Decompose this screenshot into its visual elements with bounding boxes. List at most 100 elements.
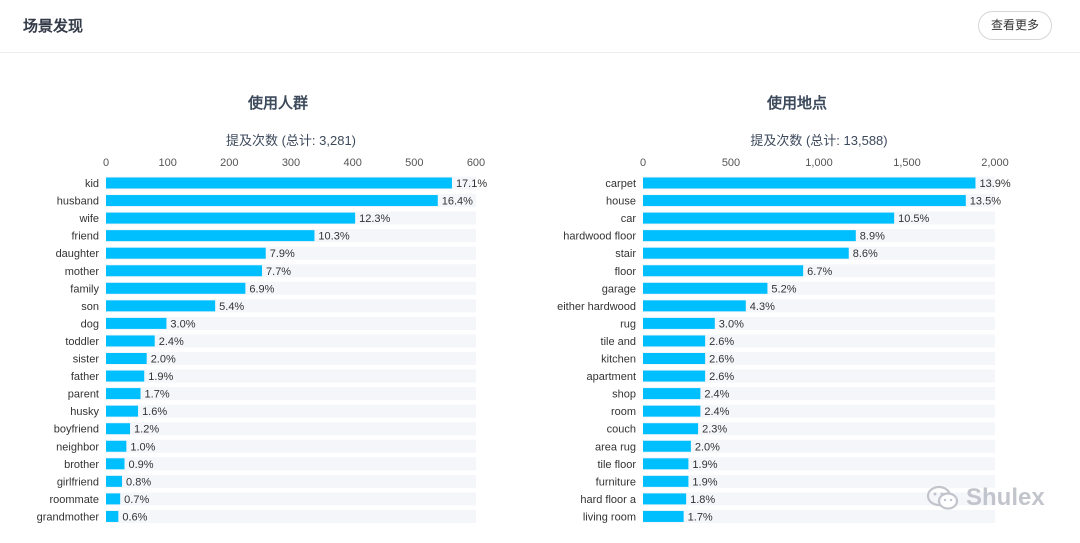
row-background <box>643 369 995 383</box>
category-label: girlfriend <box>57 476 99 488</box>
bar-toddler[interactable] <box>106 335 155 347</box>
bar-floor[interactable] <box>643 265 804 277</box>
data-label: 1.7% <box>688 511 713 523</box>
bar-kid[interactable] <box>106 177 452 189</box>
category-label: neighbor <box>56 441 99 453</box>
data-label: 1.0% <box>130 441 155 453</box>
bar-boyfriend[interactable] <box>106 423 131 435</box>
header-bar: 场景发现 查看更多 <box>0 0 1080 53</box>
data-label: 12.3% <box>359 213 390 225</box>
bar-furniture[interactable] <box>643 475 689 487</box>
data-label: 6.7% <box>807 266 832 278</box>
bar-shop[interactable] <box>643 388 701 400</box>
bar-grandmother[interactable] <box>106 510 119 522</box>
bar-kitchen[interactable] <box>643 353 706 364</box>
category-label: kid <box>85 178 99 190</box>
bar-girlfriend[interactable] <box>106 475 123 487</box>
data-label: 2.6% <box>709 371 734 383</box>
bar-couch[interactable] <box>643 423 699 435</box>
bar-son[interactable] <box>106 300 216 312</box>
category-label: area rug <box>595 441 636 453</box>
bar-rug[interactable] <box>643 317 715 329</box>
section-title: 场景发现 <box>23 18 84 35</box>
bar-tile-and[interactable] <box>643 335 706 347</box>
bar-father[interactable] <box>106 370 145 382</box>
data-label: 2.4% <box>704 389 729 401</box>
bar-husky[interactable] <box>106 405 139 417</box>
category-label: toddler <box>65 336 99 348</box>
bar-living-room[interactable] <box>643 510 684 522</box>
view-more-button[interactable]: 查看更多 <box>978 11 1052 40</box>
bar-neighbor[interactable] <box>106 440 127 452</box>
category-label: living room <box>583 511 636 523</box>
category-label: couch <box>607 424 636 436</box>
category-label: wife <box>78 213 99 225</box>
category-label: furniture <box>596 476 636 488</box>
chart-usage-groups: 提及次数 (总计: 3,281) 0 100 200 300 400 500 600 kid 17… <box>37 133 488 523</box>
row-background <box>643 509 995 523</box>
bar-house[interactable] <box>643 195 966 207</box>
category-label: tile floor <box>597 459 636 471</box>
bar-car[interactable] <box>643 212 895 224</box>
bar-parent[interactable] <box>106 388 141 400</box>
category-label: house <box>606 196 636 208</box>
row-background <box>643 422 995 436</box>
data-label: 6.9% <box>249 283 274 295</box>
bar-stair[interactable] <box>643 247 849 259</box>
category-label: husky <box>70 406 99 418</box>
bar-dog[interactable] <box>106 317 167 329</box>
category-label: mother <box>65 266 100 278</box>
bar-sister[interactable] <box>106 353 147 364</box>
data-label: 2.4% <box>159 336 184 348</box>
bar-brother[interactable] <box>106 458 125 470</box>
bar-area-rug[interactable] <box>643 440 691 452</box>
data-label: 1.8% <box>690 494 715 506</box>
category-label: kitchen <box>601 354 636 366</box>
bar-tile-floor[interactable] <box>643 458 689 470</box>
tick-label: 300 <box>282 157 300 169</box>
bar-mother[interactable] <box>106 265 263 277</box>
tick-label: 500 <box>722 157 740 169</box>
bar-carpet[interactable] <box>643 177 976 189</box>
category-label: parent <box>68 389 99 401</box>
bar-wife[interactable] <box>106 212 356 224</box>
data-label: 2.0% <box>151 354 176 366</box>
category-label: stair <box>615 248 636 260</box>
bar-roommate[interactable] <box>106 493 121 505</box>
bar-friend[interactable] <box>106 230 315 242</box>
tick-label: 100 <box>158 157 176 169</box>
category-label: son <box>81 301 99 313</box>
row-background <box>106 474 476 488</box>
bar-hard-floor-a[interactable] <box>643 493 687 505</box>
axis-label: 提及次数 (总计: 13,588) <box>750 133 887 148</box>
category-label: apartment <box>586 371 636 383</box>
category-label: roommate <box>49 494 99 506</box>
tick-label: 1,000 <box>805 157 833 169</box>
bar-garage[interactable] <box>643 282 768 294</box>
category-label: shop <box>612 389 636 401</box>
data-label: 1.6% <box>142 406 167 418</box>
data-label: 8.6% <box>853 248 878 260</box>
row-background <box>106 316 476 330</box>
tick-label: 0 <box>103 157 109 169</box>
bar-husband[interactable] <box>106 195 438 207</box>
bar-room[interactable] <box>643 405 701 417</box>
data-label: 7.9% <box>270 248 295 260</box>
data-label: 2.3% <box>702 424 727 436</box>
bar-apartment[interactable] <box>643 370 706 382</box>
data-label: 7.7% <box>266 266 291 278</box>
bar-hardwood-floor[interactable] <box>643 230 856 242</box>
tick-label: 0 <box>640 157 646 169</box>
category-label: dog <box>81 318 99 330</box>
data-label: 0.6% <box>122 511 147 523</box>
bar-daughter[interactable] <box>106 247 266 259</box>
row-background <box>106 492 476 506</box>
bar-either-hardwood[interactable] <box>643 300 746 312</box>
chart-title-usage-locations: 使用地点 <box>766 95 827 112</box>
data-label: 17.1% <box>456 178 487 190</box>
bar-family[interactable] <box>106 282 246 294</box>
category-label: hard floor a <box>580 494 637 506</box>
data-label: 0.9% <box>129 459 154 471</box>
row-background <box>643 404 995 418</box>
